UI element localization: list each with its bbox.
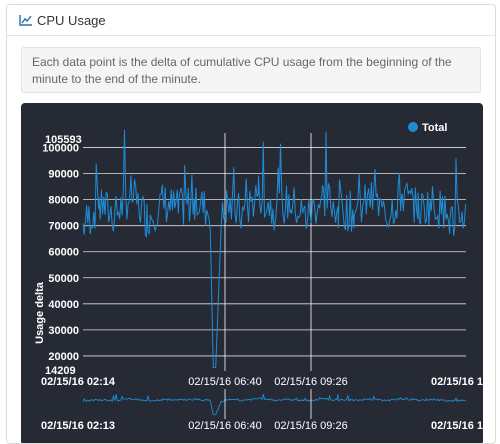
x-start-label: 02/15/16 02:14: [41, 376, 116, 388]
navigator[interactable]: [82, 389, 466, 419]
panel-title: CPU Usage: [37, 12, 106, 28]
cpu-usage-chart[interactable]: 20000 30000 40000 50000 60000 70000 80000 90000…: [21, 103, 483, 444]
y-tick-label: 30000: [48, 325, 79, 337]
y-tick-label: 90000: [48, 169, 79, 181]
x-tick-label: 02/15/16 09:26: [274, 376, 347, 388]
chart-description: Each data point is the delta of cumulati…: [21, 47, 481, 93]
y-tick-label: 100000: [42, 143, 79, 155]
y-max-label: 105593: [45, 134, 82, 146]
y-min-label: 14209: [45, 365, 76, 377]
navigator-tick-label: 02/15/16 06:40: [188, 420, 261, 432]
legend-marker-total[interactable]: [408, 122, 418, 132]
y-tick-label: 80000: [48, 195, 79, 207]
series-line-total[interactable]: [82, 129, 467, 369]
x-end-label: 02/15/16 1: [431, 376, 483, 388]
navigator-tick-label: 02/15/16 09:26: [274, 420, 347, 432]
navigator-end-label: 02/15/16 1: [431, 420, 483, 432]
chart-area[interactable]: 20000 30000 40000 50000 60000 70000 80000 90000…: [21, 103, 483, 444]
line-chart-icon: [19, 15, 32, 26]
x-tick-label: 02/15/16 06:40: [188, 376, 261, 388]
panel-header: CPU Usage: [7, 5, 495, 36]
y-tick-label: 40000: [48, 299, 79, 311]
navigator-start-label: 02/15/16 02:13: [41, 420, 115, 432]
y-axis-title: Usage delta: [34, 281, 46, 344]
y-tick-label: 60000: [48, 247, 79, 259]
y-tick-label: 70000: [48, 221, 79, 233]
y-tick-label: 50000: [48, 273, 79, 285]
legend-label-total[interactable]: Total: [422, 122, 447, 134]
y-tick-label: 20000: [48, 351, 79, 363]
cpu-usage-panel: CPU Usage Each data point is the delta o…: [6, 4, 496, 444]
navigator-series-line: [82, 393, 466, 416]
